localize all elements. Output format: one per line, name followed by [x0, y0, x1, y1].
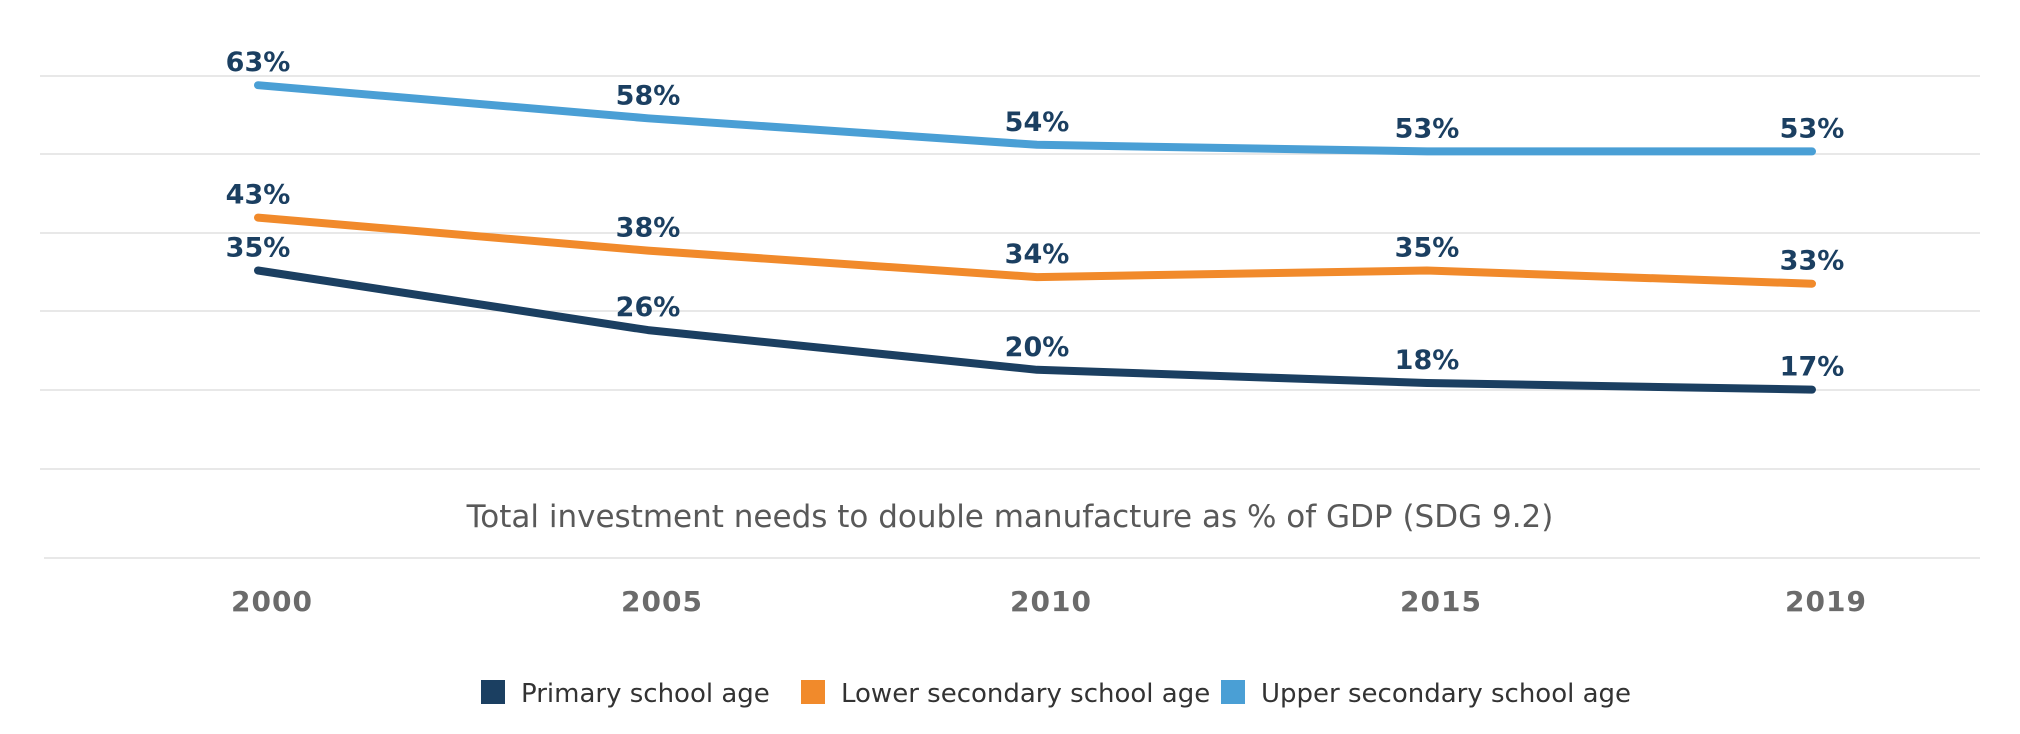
data-labels: 35% 26% 20% 18% 17% 43% 38% 34% 35% 33% 63% 58% 54% 5…: [226, 47, 1845, 382]
data-label: 20%: [1005, 332, 1070, 363]
data-label: 35%: [226, 233, 291, 264]
legend-label: Upper secondary school age: [1261, 679, 1631, 709]
x-axis: 2000 2005 2010 2015 2019: [231, 585, 1867, 618]
legend-label: Lower secondary school age: [841, 679, 1210, 709]
x-tick-label: 2010: [1010, 585, 1092, 618]
x-tick-label: 2015: [1400, 585, 1482, 618]
data-label: 17%: [1780, 352, 1845, 383]
data-label: 63%: [226, 47, 291, 78]
legend-swatch: [481, 680, 505, 704]
data-label: 53%: [1395, 113, 1460, 144]
chart-subtitle: Total investment needs to double manufac…: [466, 499, 1554, 535]
series-lines: [254, 81, 1816, 394]
data-label: 35%: [1395, 233, 1460, 264]
legend-label: Primary school age: [521, 679, 770, 709]
data-label: 18%: [1395, 345, 1460, 376]
data-label: 38%: [616, 213, 681, 244]
data-label: 26%: [616, 292, 681, 323]
series-line-3: [254, 81, 1816, 156]
data-label: 33%: [1780, 246, 1845, 277]
series-line-1: [254, 266, 1816, 394]
legend-swatch: [801, 680, 825, 704]
gridlines: [40, 75, 1980, 559]
data-label: 34%: [1005, 239, 1070, 270]
x-tick-label: 2000: [231, 585, 313, 618]
series-line-2: [254, 213, 1816, 288]
data-label: 58%: [616, 80, 681, 111]
data-label: 54%: [1005, 107, 1070, 138]
x-tick-label: 2019: [1785, 585, 1867, 618]
data-label: 43%: [226, 180, 291, 211]
legend: Primary school age Lower secondary school…: [481, 679, 1631, 709]
x-tick-label: 2005: [621, 585, 703, 618]
data-label: 53%: [1780, 113, 1845, 144]
legend-swatch: [1221, 680, 1245, 704]
